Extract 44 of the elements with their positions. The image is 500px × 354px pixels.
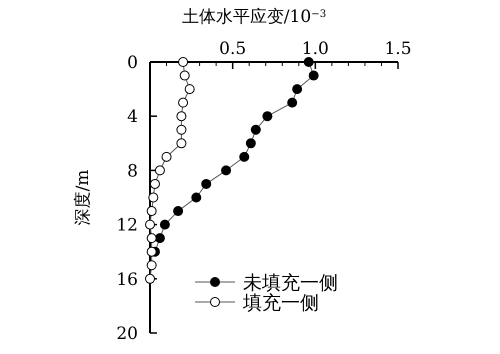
point xyxy=(239,152,250,162)
point xyxy=(287,98,298,108)
point xyxy=(146,246,157,257)
point xyxy=(176,124,186,135)
point xyxy=(173,206,184,216)
x-tick-label: 1.5 xyxy=(384,39,412,59)
point xyxy=(201,178,212,189)
point xyxy=(308,70,319,81)
point xyxy=(246,138,256,148)
point xyxy=(148,192,158,202)
point xyxy=(180,70,190,81)
y-tick-label: 4 xyxy=(127,107,138,128)
y-tick-label: 16 xyxy=(116,270,138,290)
y-tick-label: 0 xyxy=(127,53,138,73)
point xyxy=(162,152,172,162)
y-axis-title: 深度/m xyxy=(73,170,93,226)
legend-label: 未填充一侧 xyxy=(243,272,338,294)
y-tick-label: 20 xyxy=(116,324,138,344)
point xyxy=(145,220,155,230)
point xyxy=(221,165,232,176)
point xyxy=(150,178,160,189)
point xyxy=(176,138,186,148)
point xyxy=(146,233,157,244)
point xyxy=(184,84,195,94)
point xyxy=(262,111,272,122)
point xyxy=(178,98,188,108)
point xyxy=(154,233,165,244)
legend-label: 填充一侧 xyxy=(242,292,319,314)
point xyxy=(160,220,170,230)
y-tick-label: 8 xyxy=(127,161,138,182)
point xyxy=(304,57,314,67)
y-tick-label: 12 xyxy=(116,216,138,236)
point xyxy=(176,111,186,122)
x-tick-label: 0.5 xyxy=(219,39,246,59)
point xyxy=(178,57,188,67)
x-tick-label: 1.0 xyxy=(302,39,329,59)
point xyxy=(146,206,157,216)
x-axis-title: 土体水平应变/10$^{−3}$ xyxy=(182,7,326,27)
point xyxy=(191,192,202,202)
point xyxy=(146,260,157,270)
point xyxy=(292,84,302,94)
point xyxy=(145,274,155,284)
point xyxy=(250,124,261,135)
point xyxy=(154,165,165,176)
